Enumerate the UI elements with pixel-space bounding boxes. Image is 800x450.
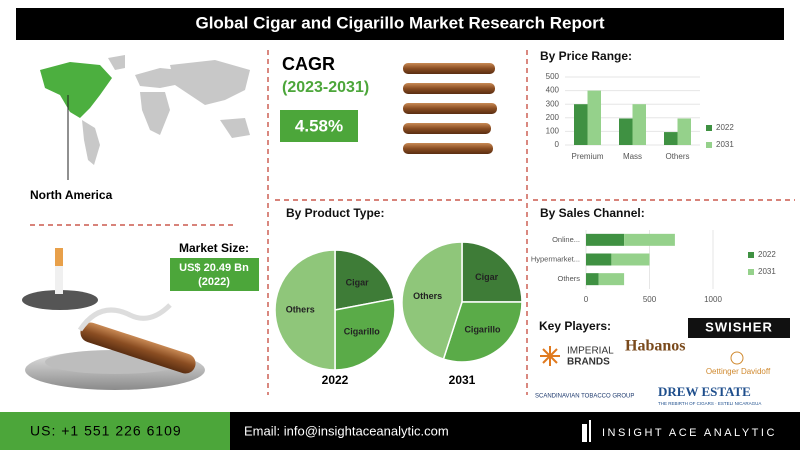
bar xyxy=(677,118,691,145)
market-size-label: Market Size: xyxy=(179,241,249,255)
y-tick-label: 100 xyxy=(546,127,560,136)
bar xyxy=(574,104,588,145)
section-title: Key Players: xyxy=(539,319,611,333)
logo: Habanos xyxy=(625,338,685,355)
y-tick-label: Others xyxy=(557,274,580,283)
footer-brand: INSIGHT ACE ANALYTIC xyxy=(602,427,777,439)
footer-phone-box xyxy=(0,412,230,450)
header-bar xyxy=(16,8,784,40)
market-size-value: US$ 20.49 Bn xyxy=(179,262,249,274)
logo: SWISHER xyxy=(705,319,773,334)
legend-label: 2022 xyxy=(758,250,776,259)
logo: Oettinger Davidoff xyxy=(706,367,771,376)
x-tick-label: 500 xyxy=(643,295,657,304)
section-title: By Sales Channel: xyxy=(540,206,645,220)
slice-label: Cigarillo xyxy=(464,325,501,335)
logo: DREW ESTATE xyxy=(658,384,751,399)
y-tick-label: Online... xyxy=(552,235,580,244)
logo-box xyxy=(688,318,790,338)
section-title: By Price Range: xyxy=(540,49,632,63)
x-tick-label: 1000 xyxy=(704,295,722,304)
pie-title: 2022 xyxy=(322,373,349,387)
legend-swatch xyxy=(748,269,754,275)
cigars-illustration xyxy=(403,63,497,154)
x-tick-label: 0 xyxy=(584,295,589,304)
y-tick-label: Hypermarket... xyxy=(531,254,580,263)
bar xyxy=(586,233,625,246)
slice-label: Others xyxy=(413,291,442,301)
bar xyxy=(632,104,646,145)
footer-email: Email: info@insightaceanalytic.com xyxy=(244,423,449,438)
cagr-box xyxy=(280,110,358,142)
slice-label: Others xyxy=(286,304,315,314)
footer-phone: US: +1 551 226 6109 xyxy=(30,423,182,439)
region-label: North America xyxy=(30,188,113,202)
bar xyxy=(624,233,675,246)
legend-label: 2022 xyxy=(716,123,734,132)
section-title: By Product Type: xyxy=(286,206,384,220)
cagr-period: (2023-2031) xyxy=(282,79,369,96)
y-tick-label: 200 xyxy=(546,113,560,122)
y-tick-label: 500 xyxy=(546,72,560,81)
brand-icon xyxy=(582,420,591,442)
slice-label: Cigarillo xyxy=(344,327,381,337)
footer-bar xyxy=(230,412,800,450)
pie-title: 2031 xyxy=(449,373,476,387)
pie-slice xyxy=(334,297,396,371)
y-tick-label: 0 xyxy=(555,140,560,149)
bar xyxy=(586,273,599,286)
cagr-value: 4.58% xyxy=(295,116,343,135)
legend-label: 2031 xyxy=(716,140,734,149)
bar xyxy=(619,118,633,145)
pie-slice xyxy=(274,249,336,371)
world-map xyxy=(40,55,250,165)
logo: SCANDINAVIAN TOBACCO GROUP xyxy=(535,394,634,400)
market-size-box xyxy=(170,258,259,291)
logo: BRANDS xyxy=(567,357,610,368)
slice-label: Cigar xyxy=(346,278,370,288)
bar xyxy=(587,90,601,145)
cagr-label: CAGR xyxy=(282,54,335,74)
pie-slice xyxy=(461,241,523,303)
page-title: Global Cigar and Cigarillo Market Resear… xyxy=(195,13,604,32)
legend-swatch xyxy=(706,125,712,131)
legend-label: 2031 xyxy=(758,267,776,276)
pie-slice xyxy=(401,241,463,361)
x-tick-label: Premium xyxy=(571,152,603,161)
logo: THE REBIRTH OF CIGARS · ESTELI NICARAGUA xyxy=(658,401,761,406)
bar xyxy=(611,253,650,266)
y-tick-label: 400 xyxy=(546,86,560,95)
pie-slice xyxy=(334,249,395,311)
logo: IMPERIAL xyxy=(567,346,614,357)
logo-mark xyxy=(730,351,744,365)
slice-label: Cigar xyxy=(475,272,499,282)
legend-swatch xyxy=(706,142,712,148)
pie-slice xyxy=(442,301,523,363)
y-tick-label: 300 xyxy=(546,99,560,108)
logo-mark xyxy=(540,346,560,366)
legend-swatch xyxy=(748,252,754,258)
bar xyxy=(598,273,625,286)
bar xyxy=(664,132,678,145)
x-tick-label: Others xyxy=(665,152,689,161)
bar xyxy=(586,253,612,266)
market-size-year: (2022) xyxy=(198,276,230,288)
x-tick-label: Mass xyxy=(623,152,642,161)
ashtray-illustration xyxy=(22,248,205,390)
